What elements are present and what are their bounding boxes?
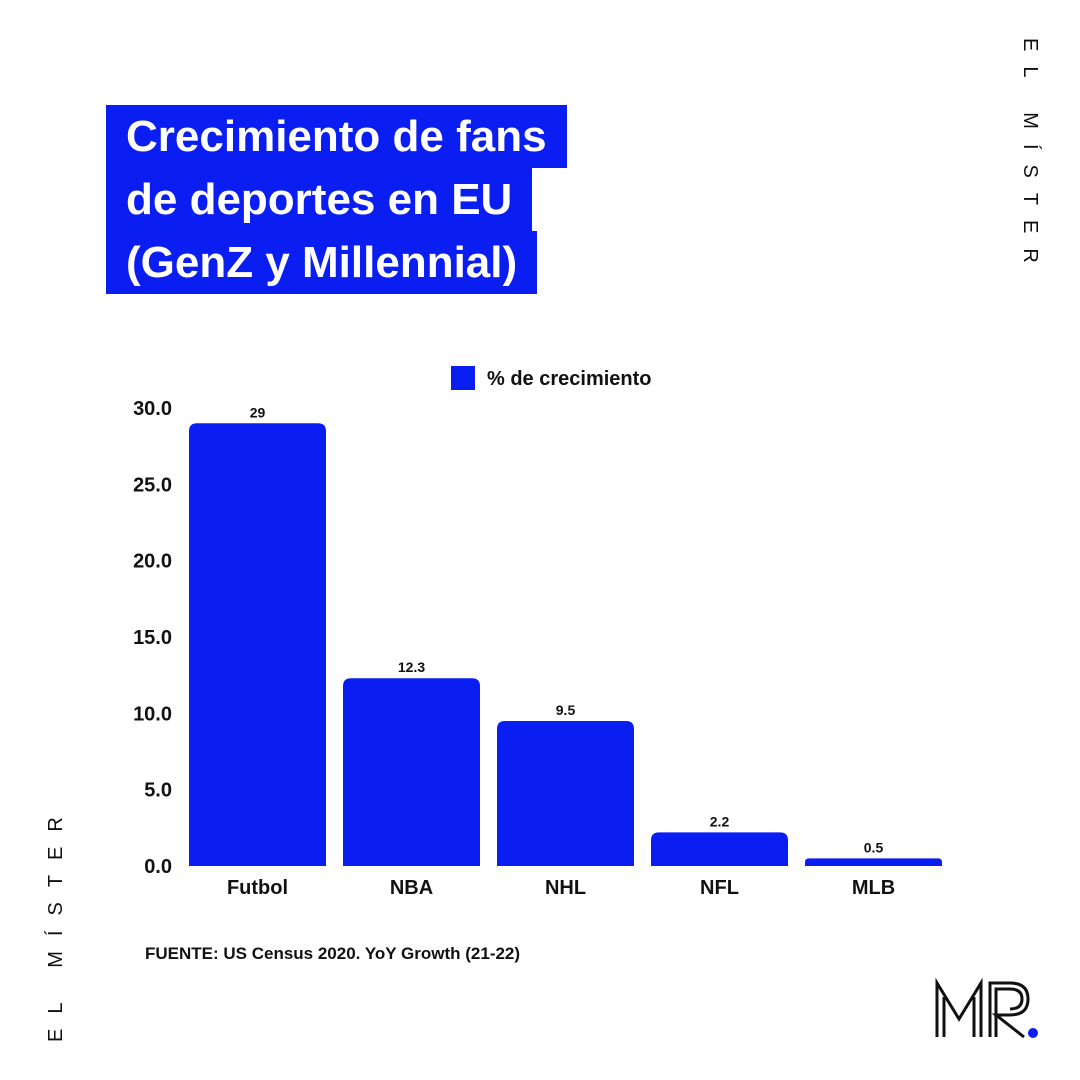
logo-dot	[1028, 1028, 1038, 1038]
title-line-3: (GenZ y Millennial)	[106, 231, 538, 294]
source-note: FUENTE: US Census 2020. YoY Growth (21-2…	[145, 944, 521, 963]
data-label: 9.5	[556, 702, 576, 718]
title-line-1: Crecimiento de fans	[106, 105, 567, 168]
x-tick-label: NFL	[700, 877, 739, 899]
y-tick-label: 10.0	[133, 703, 172, 725]
mr-logo	[935, 977, 1038, 1039]
x-tick-label: NHL	[545, 877, 586, 899]
bar	[651, 832, 788, 866]
y-tick-label: 20.0	[133, 551, 172, 573]
y-tick-label: 15.0	[133, 627, 172, 649]
legend-swatch	[451, 366, 475, 390]
y-tick-label: 5.0	[144, 780, 172, 802]
legend-label: % de crecimiento	[487, 368, 652, 390]
y-tick-label: 0.0	[144, 856, 172, 878]
y-tick-label: 25.0	[133, 474, 172, 496]
bar	[343, 678, 480, 866]
chart-title: Crecimiento de fans de deportes en EU (G…	[106, 105, 567, 294]
data-label: 12.3	[398, 659, 425, 675]
y-tick-label: 30.0	[133, 398, 172, 420]
x-tick-label: Futbol	[227, 877, 288, 899]
data-label: 0.5	[864, 839, 884, 855]
x-tick-label: MLB	[852, 877, 895, 899]
data-label: 2.2	[710, 813, 730, 829]
title-line-2: de deportes en EU	[106, 168, 533, 231]
logo-letters	[935, 977, 1030, 1039]
x-tick-label: NBA	[390, 877, 433, 899]
bar	[805, 858, 942, 866]
bar	[189, 423, 326, 866]
data-label: 29	[250, 404, 266, 420]
bar	[497, 720, 634, 866]
